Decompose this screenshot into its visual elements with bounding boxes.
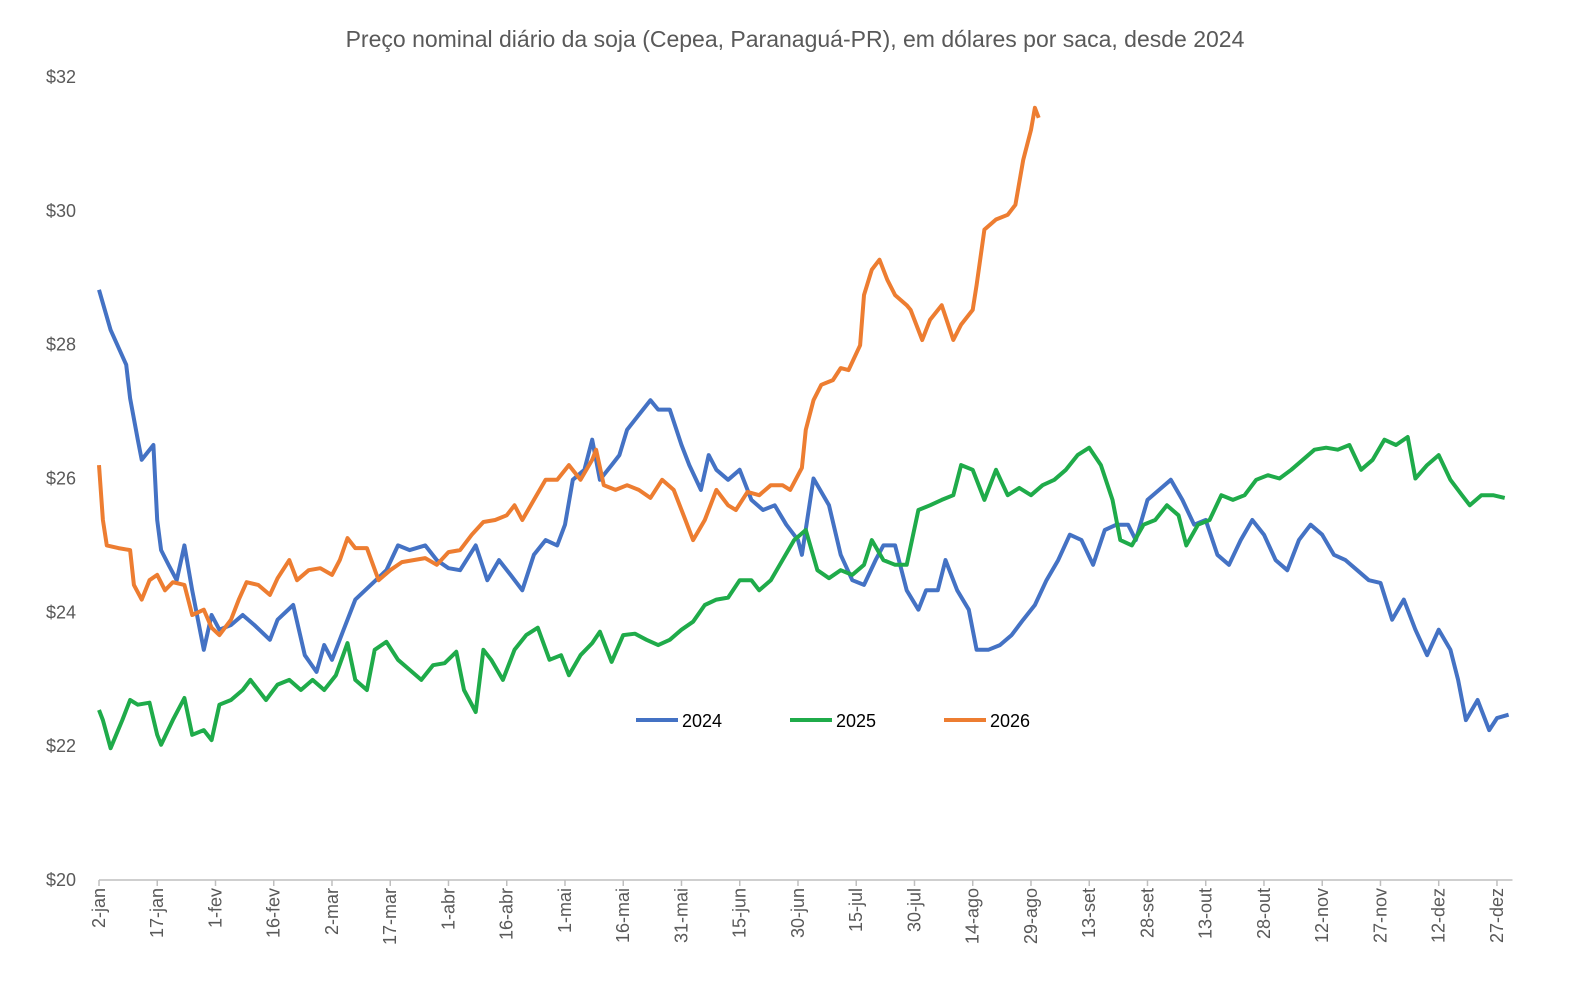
y-tick-label: $24 (46, 602, 76, 622)
x-tick-label: 16-mai (613, 888, 633, 943)
x-tick-label: 12-nov (1312, 888, 1332, 943)
x-tick-label: 31-mai (671, 888, 691, 943)
x-tick-label: 16-fev (264, 888, 284, 938)
x-tick-label: 27-nov (1370, 888, 1390, 943)
legend-label: 2024 (682, 711, 722, 731)
series-line (97, 289, 1510, 733)
x-tick-label: 28-out (1254, 888, 1274, 939)
series-line (97, 105, 1041, 638)
x-tick-label: 14-ago (963, 888, 983, 944)
x-tick-label: 30-jul (904, 888, 924, 932)
y-tick-label: $20 (46, 870, 76, 890)
y-tick-label: $32 (46, 67, 76, 87)
x-tick-label: 1-mai (555, 888, 575, 933)
x-tick-label: 28-set (1137, 888, 1157, 938)
legend-label: 2025 (836, 711, 876, 731)
x-tick-label: 13-out (1196, 888, 1216, 939)
x-tick-label: 13-set (1079, 888, 1099, 938)
x-tick-label: 29-ago (1021, 888, 1041, 944)
series-line (97, 435, 1506, 751)
x-tick-label: 1-fev (205, 888, 225, 928)
x-tick-label: 17-mar (380, 888, 400, 945)
y-tick-label: $28 (46, 335, 76, 355)
x-tick-label: 15-jun (730, 888, 750, 938)
x-tick-label: 30-jun (788, 888, 808, 938)
x-tick-label: 16-abr (497, 888, 517, 940)
x-tick-label: 17-jan (147, 888, 167, 938)
legend-label: 2026 (990, 711, 1030, 731)
x-tick-label: 2-mar (322, 888, 342, 935)
x-tick-label: 15-jul (846, 888, 866, 932)
x-tick-label: 27-dez (1487, 888, 1507, 943)
x-tick-label: 2-jan (89, 888, 109, 928)
x-tick-label: 1-abr (438, 888, 458, 930)
y-tick-label: $22 (46, 736, 76, 756)
y-tick-label: $26 (46, 469, 76, 489)
x-tick-label: 12-dez (1429, 888, 1449, 943)
y-tick-label: $30 (46, 201, 76, 221)
chart-title: Preço nominal diário da soja (Cepea, Par… (346, 26, 1245, 52)
